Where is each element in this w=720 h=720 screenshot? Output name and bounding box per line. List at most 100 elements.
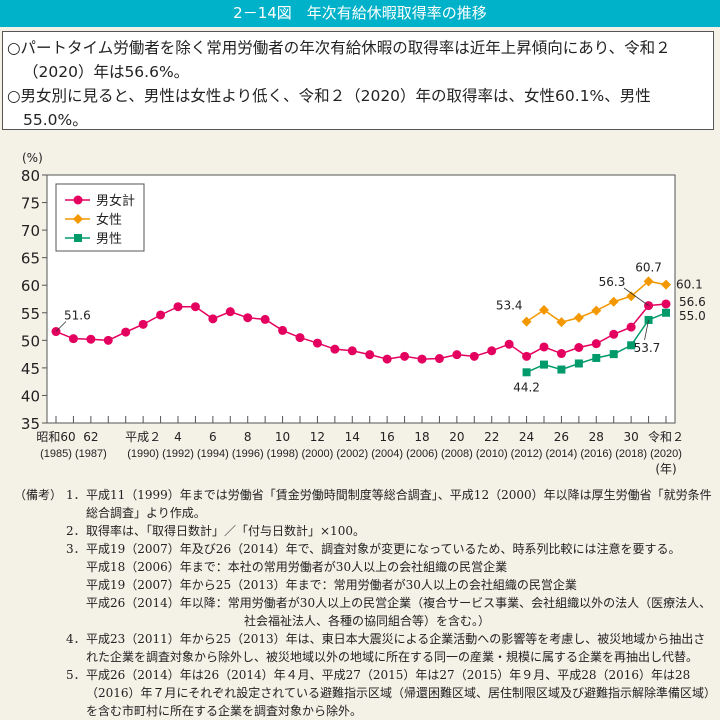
- data-label: 60.1: [676, 278, 703, 292]
- figure-title: 2－14図 年次有給休暇取得率の推移: [0, 0, 720, 27]
- x-tick-label: 24: [519, 430, 534, 444]
- x-tick-label-year: (2012): [511, 448, 543, 460]
- y-tick-label: 35: [21, 415, 40, 433]
- data-point: [173, 302, 183, 312]
- notes: （備考） 1． 平成11（1999）年までは労働省「賃金労働時間制度等総合調査」、平…: [14, 486, 714, 720]
- x-tick-label: 8: [244, 430, 252, 444]
- data-label: 44.2: [513, 380, 540, 394]
- data-point: [539, 305, 549, 316]
- x-axis-unit: (年): [655, 462, 676, 476]
- data-point: [400, 351, 410, 361]
- data-point: [86, 334, 96, 344]
- data-point: [469, 351, 479, 361]
- note-number: 2．: [66, 524, 86, 538]
- legend-label: 女性: [96, 212, 122, 228]
- data-point: [434, 354, 444, 364]
- x-tick-label: 12: [310, 430, 325, 444]
- x-tick-label: 28: [589, 430, 604, 444]
- notes-head: （備考）: [14, 488, 63, 502]
- data-point: [121, 327, 131, 337]
- data-point: [312, 338, 322, 348]
- x-tick-label-year: (2020): [650, 448, 682, 460]
- data-point: [609, 350, 618, 359]
- data-label: 60.7: [635, 260, 662, 274]
- x-tick-label-year: (2014): [546, 448, 578, 460]
- summary-line-2: ○男女別に見ると、男性は女性より低く、令和２（2020）年の取得率は、女性60.…: [7, 87, 651, 129]
- data-point: [295, 333, 305, 343]
- data-point: [225, 307, 235, 317]
- note-2: 取得率は、「取得日数計」／「付与日数計」×100。: [86, 524, 365, 538]
- data-label: 56.3: [599, 275, 626, 289]
- data-point: [661, 279, 671, 290]
- line-chart: (%) 35 40 45 50 55 60 65 70 75 80 昭和60 (1985) 62 (1987…: [21, 151, 706, 476]
- data-point: [591, 339, 601, 349]
- data-point: [540, 360, 548, 369]
- data-point: [417, 354, 427, 364]
- data-point: [626, 291, 637, 302]
- data-point: [103, 335, 113, 345]
- x-tick-label: 14: [345, 430, 360, 444]
- x-tick-label: 昭和60: [36, 430, 75, 444]
- data-point: [208, 314, 218, 324]
- data-label: 51.6: [64, 309, 91, 323]
- y-tick-label: 80: [21, 167, 40, 185]
- note-3: 平成19（2007）年及び26（2014）年で、調査対象が変更になっているため、…: [86, 542, 681, 556]
- data-point: [190, 302, 200, 312]
- data-point: [243, 313, 253, 323]
- x-tick-label-year: (1998): [267, 448, 299, 460]
- x-tick-label-year: (1992): [162, 448, 194, 460]
- annotation-leader: [55, 321, 67, 332]
- x-tick-label-year: (1994): [197, 448, 229, 460]
- data-label: 53.7: [634, 341, 661, 355]
- y-tick-label: 50: [21, 332, 40, 350]
- x-tick-label-year: (1996): [232, 448, 264, 460]
- x-tick-label: 10: [275, 430, 290, 444]
- data-point: [643, 276, 654, 287]
- x-tick-label-year: (2000): [302, 448, 334, 460]
- data-point: [644, 301, 654, 311]
- x-tick-label: 6: [209, 430, 217, 444]
- data-point: [626, 322, 636, 332]
- data-point: [68, 334, 78, 344]
- y-tick-label: 55: [21, 305, 40, 323]
- summary-line-1: ○パートタイム労働者を除く常用労働者の年次有給休暇の取得率は近年上昇傾向にあり、…: [7, 39, 671, 81]
- legend-label: 男女計: [96, 193, 135, 209]
- data-point: [521, 316, 532, 327]
- data-point: [452, 350, 462, 360]
- x-tick-label: 20: [449, 430, 464, 444]
- y-tick-label: 75: [21, 195, 40, 213]
- note-1: 平成11（1999）年までは労働省「賃金労働時間制度等総合調査」、平成12（20…: [86, 488, 712, 520]
- data-point: [260, 314, 270, 324]
- data-point: [592, 353, 601, 362]
- data-point: [573, 312, 584, 323]
- data-label: 56.6: [679, 295, 706, 309]
- x-tick-label: 30: [624, 430, 639, 444]
- legend: [55, 183, 145, 252]
- x-tick-label-year: (2008): [441, 448, 473, 460]
- y-tick-label: 65: [21, 250, 40, 268]
- note-3-sub-1: 平成18（2006）年まで：本社の常用労働者が30人以上の会社組織の民営企業: [86, 560, 508, 574]
- note-3-sub-3: 平成26（2014）年以降：常用労働者が30人以上の民営企業（複合サービス事業、…: [86, 596, 712, 610]
- y-tick-label: 70: [21, 222, 40, 240]
- note-number: 4．: [66, 632, 86, 646]
- summary-box: ○パートタイム労働者を除く常用労働者の年次有給休暇の取得率は近年上昇傾向にあり、…: [2, 31, 714, 130]
- x-tick-label-year: (2018): [615, 448, 647, 460]
- data-label: 55.0: [679, 309, 706, 323]
- note-number: 3．: [66, 542, 86, 556]
- data-point: [487, 346, 497, 356]
- x-tick-label: 令和２: [648, 429, 684, 444]
- data-point: [661, 299, 671, 309]
- note-number: 1．: [66, 488, 86, 502]
- annotation-leader: [644, 319, 649, 341]
- legend-marker: [74, 234, 82, 242]
- data-point: [644, 315, 653, 324]
- data-point: [574, 342, 584, 352]
- x-tick-label-year: (2016): [580, 448, 612, 460]
- data-label: 53.4: [496, 299, 523, 313]
- data-point: [556, 317, 567, 328]
- data-point: [278, 325, 288, 335]
- note-3-sub-2: 平成19（2007）年から25（2013）年まで：常用労働者が30人以上の会社組…: [86, 578, 577, 592]
- legend-marker: [73, 195, 83, 205]
- legend-marker: [73, 214, 83, 224]
- y-tick-label: 45: [21, 360, 40, 378]
